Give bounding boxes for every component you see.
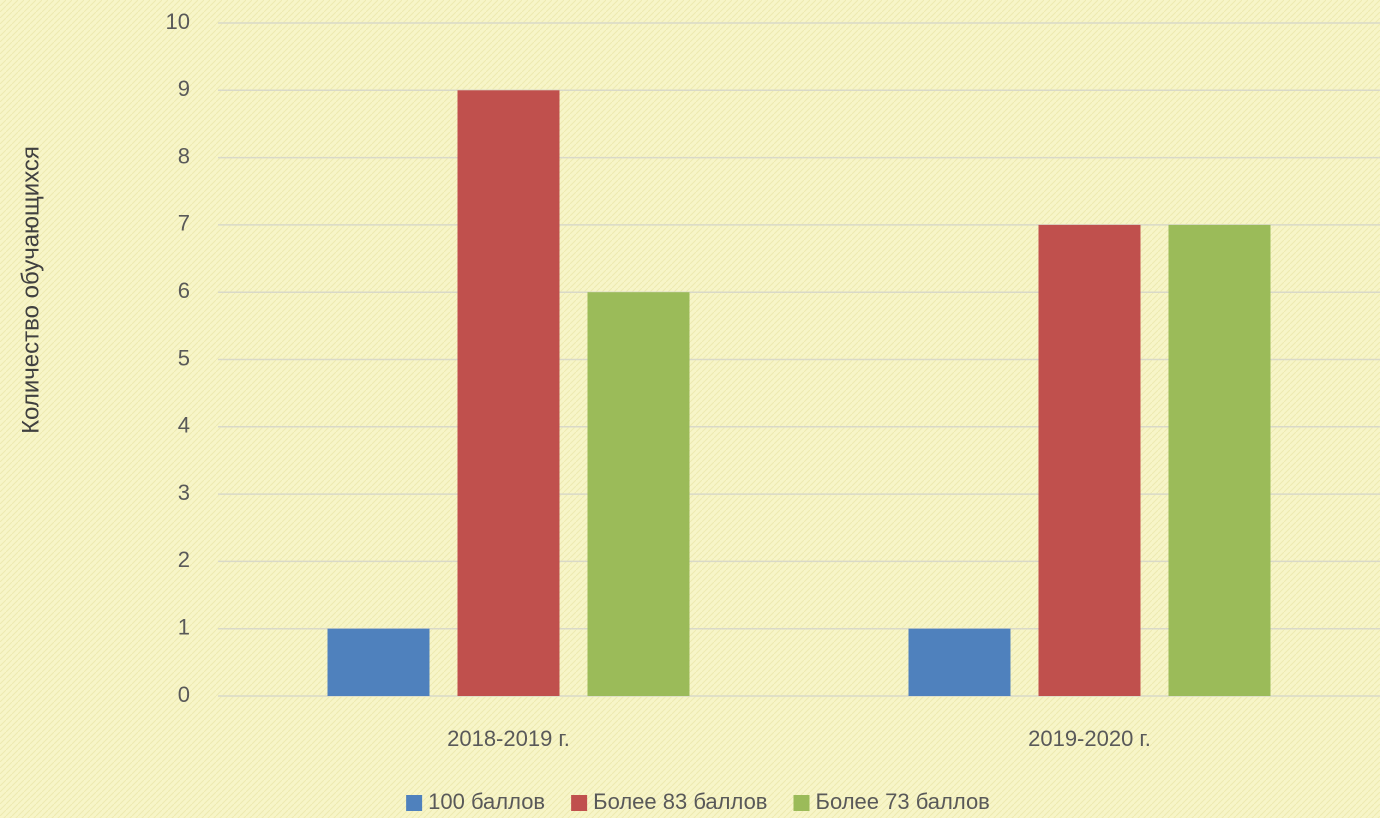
legend-swatch [571, 795, 588, 811]
bar [327, 628, 430, 696]
y-tick-label: 2 [178, 547, 190, 572]
y-tick-label: 10 [166, 9, 190, 34]
x-tick-label: 2019-2020 г. [1028, 726, 1151, 751]
legend-swatch [793, 795, 810, 811]
bar [1168, 224, 1271, 696]
bar [587, 292, 690, 696]
legend-label: Более 83 баллов [593, 789, 767, 814]
y-tick-label: 4 [178, 413, 190, 438]
bar [457, 90, 560, 697]
legend-label: 100 баллов [428, 789, 545, 814]
legend-label: Более 73 баллов [816, 789, 990, 814]
bar [908, 628, 1011, 696]
x-tick-label: 2018-2019 г. [447, 726, 570, 751]
y-tick-label: 7 [178, 211, 190, 236]
y-axis-label: Количество обучающихся [17, 146, 44, 434]
bar [1038, 224, 1141, 696]
y-tick-label: 3 [178, 480, 190, 505]
y-tick-label: 0 [178, 682, 190, 707]
legend-swatch [406, 795, 423, 811]
y-tick-label: 5 [178, 345, 190, 370]
y-tick-label: 1 [178, 615, 190, 640]
y-tick-label: 9 [178, 76, 190, 101]
y-tick-label: 6 [178, 278, 190, 303]
y-tick-label: 8 [178, 143, 190, 168]
